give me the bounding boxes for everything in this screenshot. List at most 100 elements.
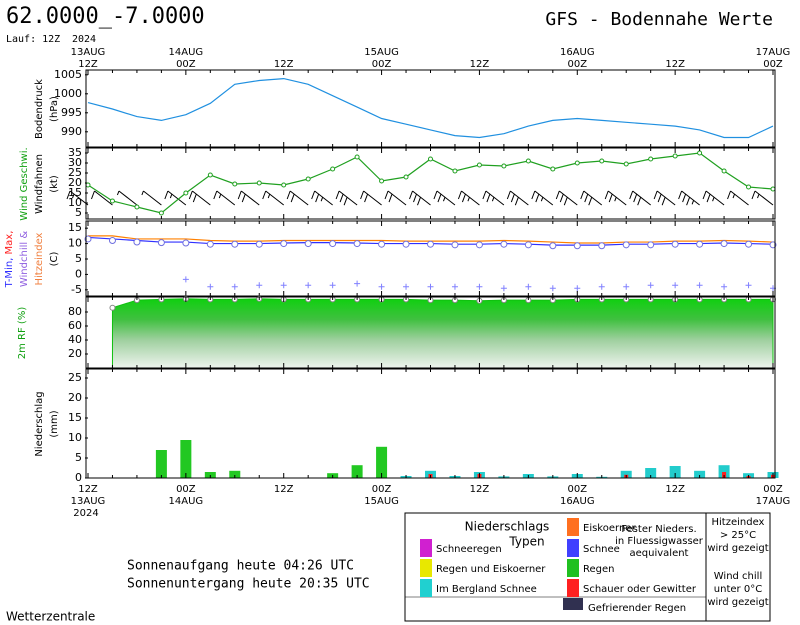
wind-speed-point	[623, 161, 629, 167]
point	[280, 240, 288, 248]
wind-barb	[457, 190, 480, 206]
y-tick-label: 20	[68, 176, 82, 189]
sunset: Sonnenuntergang heute 20:35 UTC	[127, 577, 370, 592]
y-axis-label-part: (C)	[49, 252, 60, 267]
side-box	[705, 512, 771, 622]
wind-barb	[678, 190, 700, 206]
point	[549, 285, 556, 292]
point	[671, 240, 679, 248]
wind-speed-point	[109, 198, 115, 204]
bottom-time-label: 15AUG	[364, 496, 399, 507]
panel-frame	[85, 69, 776, 148]
wind-speed-point	[452, 168, 458, 174]
wind-speed-point	[281, 182, 287, 188]
wind-speed-point	[207, 172, 213, 178]
point	[157, 239, 165, 247]
precip-bar	[180, 440, 192, 478]
y-tick-label: 15	[68, 186, 82, 199]
bottom-time-label: 17AUG	[756, 496, 791, 507]
wind-barb	[188, 190, 211, 206]
top-time-label: 13AUG	[71, 47, 106, 58]
top-time-label: 12Z	[470, 59, 490, 70]
point	[182, 276, 189, 283]
point	[280, 282, 287, 289]
point	[475, 241, 483, 249]
point	[745, 282, 752, 289]
point	[403, 283, 410, 290]
wind-speed-point	[354, 154, 360, 160]
y-axis-label-part: (mm)	[49, 410, 60, 437]
legend-label: Schneeregen	[436, 544, 502, 555]
wind-speed-point	[525, 158, 531, 164]
point	[598, 242, 606, 250]
point	[451, 241, 459, 249]
legend-label: Eiskoerner	[583, 523, 636, 534]
y-axis-label: (hPa)	[49, 96, 60, 122]
point	[427, 283, 434, 290]
point	[623, 283, 630, 290]
point	[255, 240, 263, 248]
y-tick-label: 40	[68, 333, 82, 346]
top-time-label: 17AUG	[756, 47, 791, 58]
point	[745, 240, 753, 248]
point	[378, 283, 385, 290]
y-axis-label-part: Windfahnen	[34, 154, 45, 214]
bottom-time-label: 2024	[73, 508, 98, 519]
wind-speed-point	[721, 168, 727, 174]
point	[696, 282, 703, 289]
wind-speed-point	[85, 182, 91, 188]
precip-bar	[155, 450, 167, 478]
point	[304, 240, 312, 248]
point	[231, 240, 239, 248]
y-axis-label-part: T-Min,	[4, 254, 15, 288]
y-axis-label: Windfahnen	[34, 154, 45, 214]
legend-label: Gefrierender Regen	[588, 603, 686, 614]
y-axis-label: (kt)	[49, 175, 60, 193]
point	[108, 237, 116, 244]
y-axis-label-part: (kt)	[49, 175, 60, 193]
top-time-label: 15AUG	[364, 47, 399, 58]
top-time-label: 16AUG	[560, 47, 595, 58]
y-axis-label: Bodendruck	[34, 79, 45, 139]
point	[500, 240, 508, 248]
legend-swatch	[567, 579, 579, 597]
wind-barb	[66, 190, 89, 206]
point	[329, 282, 336, 289]
bottom-time-label: 00Z	[372, 484, 392, 495]
wind-barb	[213, 190, 236, 206]
precip-bar	[669, 466, 681, 478]
plot-area	[87, 77, 774, 139]
point	[525, 283, 532, 290]
point	[305, 282, 312, 289]
y-tick-label: 10	[68, 431, 82, 444]
wind-barb	[580, 190, 603, 206]
precip-bar	[351, 465, 363, 478]
top-time-label: 00Z	[372, 59, 392, 70]
top-time-label: 12Z	[78, 59, 98, 70]
y-tick-label: 35	[68, 146, 82, 159]
point	[721, 283, 728, 290]
wind-speed-point	[574, 160, 580, 166]
wind-barb	[335, 190, 358, 206]
legend-title: Niederschlags	[465, 520, 550, 534]
heat-note: Hitzeindex	[712, 517, 765, 528]
wind-speed-point	[770, 186, 776, 192]
wind-speed-point	[256, 180, 262, 186]
legend-note: aequivalent	[630, 548, 689, 559]
sunrise: Sonnenaufgang heute 04:26 UTC	[127, 559, 354, 574]
plot-area	[84, 235, 777, 292]
wind-barb	[727, 190, 749, 206]
title: GFS - Bodennahe Werte	[545, 9, 773, 30]
y-axis-label-part: Wind Geschwi.	[19, 147, 30, 220]
wind-barb	[751, 190, 774, 206]
y-tick-label: 5	[75, 252, 82, 265]
y-tick-label: 5	[75, 451, 82, 464]
bottom-time-label: 12Z	[274, 484, 294, 495]
point	[182, 239, 190, 247]
point	[672, 282, 679, 289]
wind-barb	[237, 190, 260, 206]
y-tick-label: 0	[75, 471, 82, 484]
point	[256, 282, 263, 289]
top-time-label: 14AUG	[169, 47, 204, 58]
